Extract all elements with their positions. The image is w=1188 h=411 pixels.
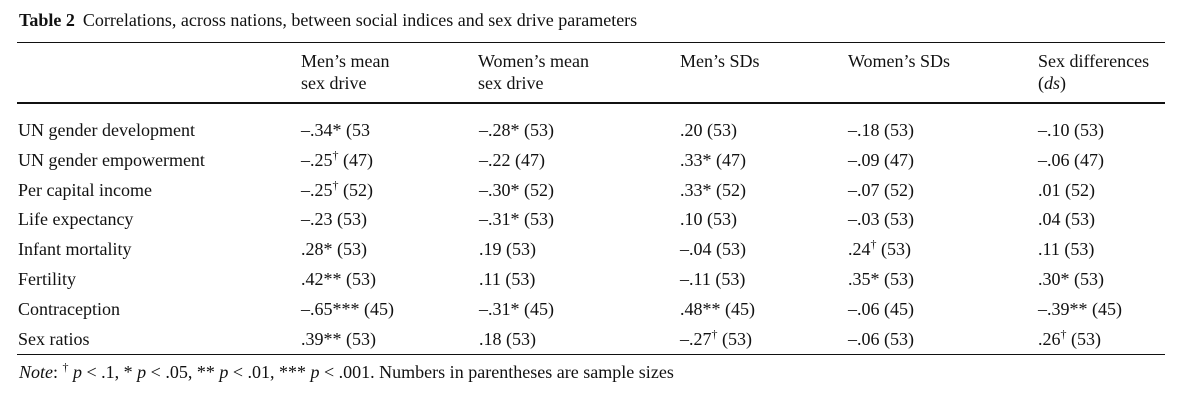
table-cell: –.06 (45) (848, 298, 914, 319)
table-cell: .10 (53) (680, 209, 737, 230)
table-caption: Table 2 Correlations, across nations, bet… (19, 10, 637, 31)
table-cell: .39** (53) (301, 328, 376, 349)
table-cell: .19 (53) (479, 239, 536, 260)
correlation-table: Men’s mean sex drive Women’s mean sex dr… (17, 44, 1165, 357)
table-cell: .20 (53) (680, 120, 737, 140)
table-cell: –.22 (47) (479, 149, 545, 170)
table-label: Table 2 (19, 10, 75, 30)
table-note: Note: † p < .1, * p < .05, ** p < .01, *… (19, 360, 674, 383)
table-cell: .33* (47) (680, 149, 746, 170)
table-cell: .35* (53) (848, 268, 914, 289)
note-text: : † p < .1, * p < .05, ** p < .01, *** p… (53, 360, 674, 382)
table-row: Sex ratios .39** (53) .18 (53) –.27† (53) –.… (17, 328, 1165, 358)
table-cell: –.65*** (45) (301, 298, 394, 319)
dagger-mark: † (870, 237, 877, 252)
caption-text: Correlations, across nations, between so… (82, 10, 638, 30)
table-cell: .24† (53) (848, 237, 911, 260)
table-cell: .30* (53) (1038, 268, 1104, 289)
table-cell: –.25† (52) (301, 177, 373, 200)
table-cell: –.30* (52) (479, 179, 554, 200)
row-label: Per capital income (18, 179, 152, 200)
table-cell: –.25† (47) (301, 147, 373, 170)
header-womens-sds: Women’s SDs (848, 51, 951, 71)
header-mens-mean: Men’s mean sex drive (301, 51, 390, 93)
dagger-mark: † (332, 177, 339, 192)
table-cell: –.07 (52) (848, 179, 914, 200)
table-cell: .01 (52) (1038, 179, 1095, 200)
table-cell: .28* (53) (301, 239, 367, 260)
table-cell: –.31* (45) (479, 298, 554, 319)
table-cell: –.18 (53) (848, 120, 914, 140)
dagger-mark: † (711, 326, 718, 341)
row-label: Sex ratios (18, 328, 90, 349)
table-cell: –.06 (53) (848, 328, 914, 349)
table-cell: –.10 (53) (1038, 120, 1104, 140)
table-cell: –.28* (53) (479, 120, 554, 140)
table-cell: –.11 (53) (680, 268, 746, 289)
row-label: Infant mortality (18, 239, 132, 260)
table-cell: –.23 (53) (301, 209, 367, 230)
header-womens-mean: Women’s mean sex drive (478, 51, 590, 93)
table-cell: .11 (53) (479, 268, 536, 289)
table-row: Fertility .42** (53) .11 (53) –.11 (53) .35*… (17, 268, 1165, 298)
row-label: Contraception (18, 298, 120, 319)
row-label: Fertility (18, 268, 76, 289)
table-row: UN gender empowerment –.25† (47) –.22 (47)… (17, 149, 1165, 179)
table-row: UN gender development –.34* (53 –.28* (53)… (17, 119, 1165, 149)
dagger-mark: † (332, 147, 339, 162)
header-ds: (ds) (1038, 73, 1067, 93)
table-cell: .42** (53) (301, 268, 376, 289)
table-cell: –.34* (53 (301, 120, 370, 140)
row-label: UN gender development (18, 120, 195, 140)
row-label: UN gender empowerment (18, 149, 205, 170)
table-cell: –.31* (53) (479, 209, 554, 230)
table-cell: .18 (53) (479, 328, 536, 349)
table-cell: –.09 (47) (848, 149, 914, 170)
table-body: UN gender development –.34* (53 –.28* (53)… (17, 108, 1165, 357)
top-rule (17, 42, 1165, 43)
table-row: Per capital income –.25† (52) –.30* (52) .3… (17, 179, 1165, 209)
table-cell: –.39** (45) (1038, 298, 1122, 319)
table-cell: –.06 (47) (1038, 149, 1104, 170)
bottom-rule (17, 354, 1165, 355)
table-cell: –.27† (53) (680, 326, 752, 349)
table-cell: –.04 (53) (680, 239, 746, 260)
header-rule (17, 102, 1165, 104)
header-mens-sds: Men’s SDs (680, 51, 760, 71)
table-row: Contraception –.65*** (45) –.31* (45) .48**… (17, 298, 1165, 328)
table-cell: .48** (45) (680, 298, 755, 319)
dagger-mark: † (1060, 326, 1067, 341)
header-sex-differences: Sex differences (ds) (1038, 44, 1165, 108)
table-row: Life expectancy –.23 (53) –.31* (53) .10 (5… (17, 208, 1165, 238)
table-cell: .11 (53) (1038, 239, 1095, 260)
table-cell: .26† (53) (1038, 326, 1101, 349)
header-stub (17, 44, 300, 108)
row-label: Life expectancy (18, 209, 134, 230)
table-cell: .04 (53) (1038, 209, 1095, 230)
table-cell: –.03 (53) (848, 209, 914, 230)
table-cell: .33* (52) (680, 179, 746, 200)
note-label: Note (19, 362, 53, 382)
table-header: Men’s mean sex drive Women’s mean sex dr… (17, 44, 1165, 108)
table-row: Infant mortality .28* (53) .19 (53) –.04 (5… (17, 238, 1165, 268)
